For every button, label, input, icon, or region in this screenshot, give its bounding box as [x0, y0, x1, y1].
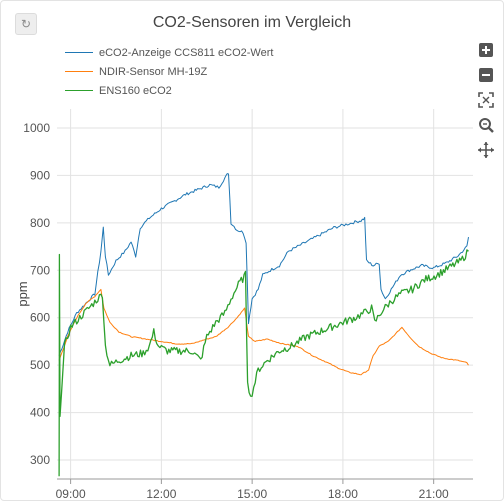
- legend-label-mh19z: NDIR-Sensor MH-19Z: [99, 65, 208, 78]
- chart-title: CO2-Sensoren im Vergleich: [152, 14, 352, 31]
- x-tick-label: 15:00: [237, 487, 267, 501]
- y-tick-label: 500: [30, 358, 50, 372]
- legend-item-mh19z[interactable]: NDIR-Sensor MH-19Z: [65, 62, 273, 81]
- magnifier-icon[interactable]: [477, 116, 495, 134]
- legend: eCO2-Anzeige CCS811 eCO2-Wert NDIR-Senso…: [65, 43, 273, 100]
- y-tick-label: 400: [30, 406, 50, 420]
- x-tick-label: 12:00: [146, 487, 176, 501]
- y-tick-label: 900: [30, 168, 50, 182]
- legend-item-ccs811[interactable]: eCO2-Anzeige CCS811 eCO2-Wert: [65, 43, 273, 62]
- series-layer: [58, 173, 469, 477]
- chart-toolbar: [477, 41, 497, 166]
- zoom-out-icon[interactable]: [477, 66, 495, 84]
- legend-swatch-mh19z: [65, 71, 93, 72]
- y-tick-labels: 300 400 500 600 700 800 900 1000: [23, 121, 50, 467]
- reset-zoom-icon[interactable]: [477, 91, 495, 109]
- legend-item-ens160[interactable]: ENS160 eCO2: [65, 81, 273, 100]
- legend-swatch-ens160: [65, 90, 93, 91]
- refresh-button[interactable]: ↻: [15, 13, 37, 35]
- y-axis-label: ppm: [15, 281, 30, 306]
- x-tick-label: 21:00: [419, 487, 449, 501]
- grid: [57, 109, 473, 484]
- x-tick-label: 09:00: [56, 487, 86, 501]
- x-tick-labels: 09:00 12:00 15:00 18:00 21:00: [56, 487, 449, 501]
- refresh-icon: ↻: [20, 17, 32, 31]
- y-tick-label: 700: [30, 263, 50, 277]
- y-tick-label: 600: [30, 311, 50, 325]
- pan-icon[interactable]: [477, 141, 495, 159]
- y-tick-label: 1000: [23, 121, 50, 135]
- y-tick-label: 800: [30, 216, 50, 230]
- legend-label-ens160: ENS160 eCO2: [99, 84, 172, 97]
- series-line-ens160: [58, 249, 469, 477]
- zoom-in-icon[interactable]: [477, 41, 495, 59]
- series-line-mh19z: [58, 288, 469, 376]
- y-tick-label: 300: [30, 453, 50, 467]
- x-tick-label: 18:00: [328, 487, 358, 501]
- series-line-ccs811: [58, 173, 469, 356]
- legend-label-ccs811: eCO2-Anzeige CCS811 eCO2-Wert: [99, 46, 274, 59]
- legend-swatch-ccs811: [65, 52, 93, 53]
